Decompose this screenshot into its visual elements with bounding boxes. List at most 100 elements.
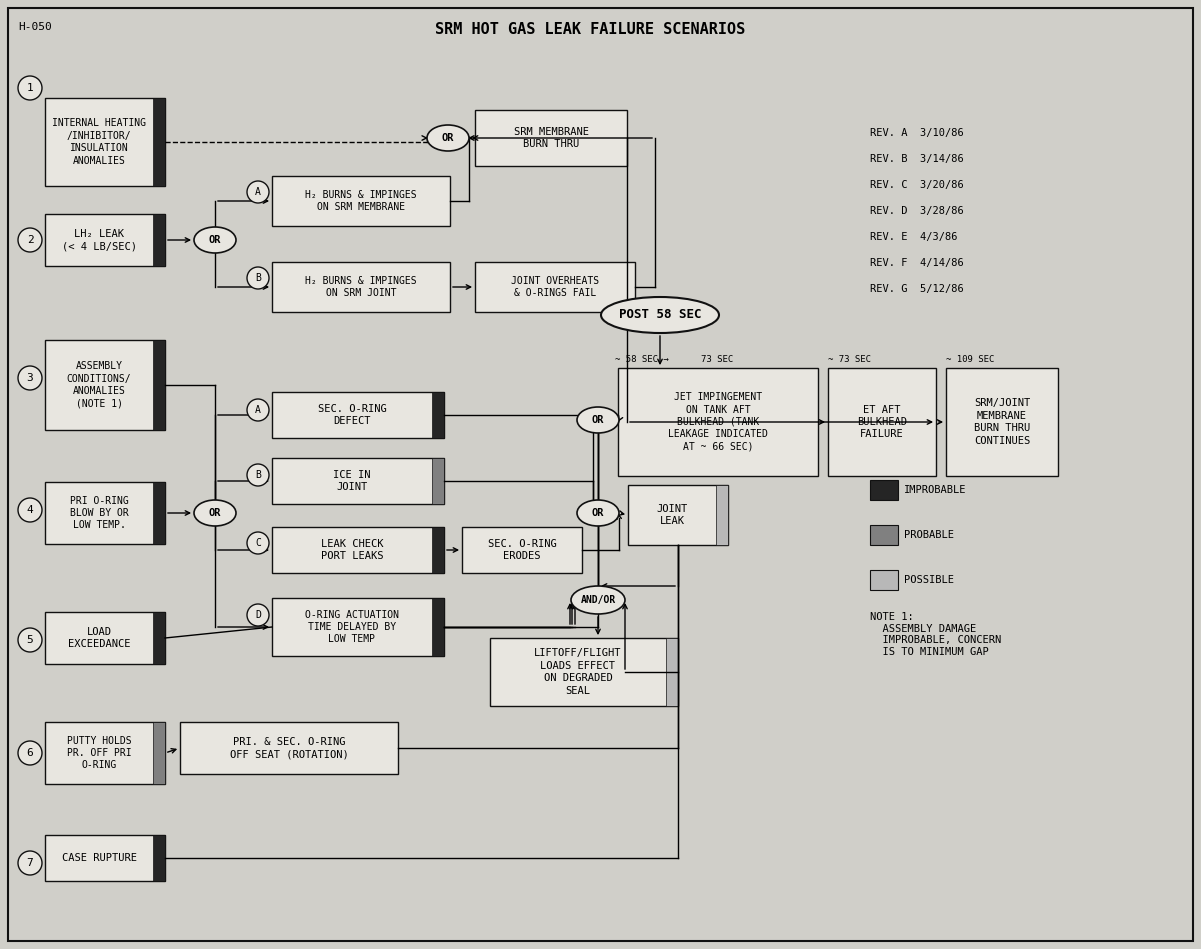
Bar	[44, 722, 165, 784]
Text: PROBABLE: PROBABLE	[904, 530, 954, 540]
Bar	[462, 527, 582, 573]
Bar	[870, 525, 898, 545]
Bar	[619, 368, 818, 476]
Circle shape	[247, 267, 269, 289]
Text: 3: 3	[26, 373, 34, 383]
Bar	[716, 485, 728, 545]
Bar	[153, 482, 165, 544]
Bar	[490, 638, 679, 706]
Bar	[476, 110, 627, 166]
Bar	[44, 482, 165, 544]
Bar	[153, 98, 165, 186]
Text: JOINT
LEAK: JOINT LEAK	[657, 504, 688, 526]
Text: REV. G  5/12/86: REV. G 5/12/86	[870, 284, 963, 294]
Text: POST 58 SEC: POST 58 SEC	[619, 308, 701, 322]
Bar	[44, 98, 165, 186]
Bar	[153, 340, 165, 430]
Text: REV. B  3/14/86: REV. B 3/14/86	[870, 154, 963, 164]
Circle shape	[247, 532, 269, 554]
Ellipse shape	[576, 500, 619, 526]
Bar	[153, 612, 165, 664]
Text: SEC. O-RING
ERODES: SEC. O-RING ERODES	[488, 539, 556, 561]
Text: LEAK CHECK
PORT LEAKS: LEAK CHECK PORT LEAKS	[321, 539, 383, 561]
Circle shape	[18, 366, 42, 390]
Bar	[271, 262, 450, 312]
Text: LIFTOFF/FLIGHT
LOADS EFFECT
ON DEGRADED
SEAL: LIFTOFF/FLIGHT LOADS EFFECT ON DEGRADED …	[534, 648, 622, 696]
Bar	[44, 612, 165, 664]
Bar	[870, 570, 898, 590]
Bar	[271, 527, 444, 573]
Text: REV. A  3/10/86: REV. A 3/10/86	[870, 128, 963, 138]
Text: A: A	[255, 187, 261, 197]
Bar	[153, 835, 165, 881]
Bar	[271, 598, 444, 656]
Bar	[153, 214, 165, 266]
Text: JET IMPINGEMENT
ON TANK AFT
BULKHEAD (TANK
LEAKAGE INDICATED
AT ~ 66 SEC): JET IMPINGEMENT ON TANK AFT BULKHEAD (TA…	[668, 392, 767, 452]
Text: PRI. & SEC. O-RING
OFF SEAT (ROTATION): PRI. & SEC. O-RING OFF SEAT (ROTATION)	[229, 736, 348, 759]
Text: 7: 7	[26, 858, 34, 868]
Circle shape	[18, 498, 42, 522]
Text: B: B	[255, 470, 261, 480]
Text: REV. D  3/28/86: REV. D 3/28/86	[870, 206, 963, 216]
Bar	[180, 722, 398, 774]
Circle shape	[247, 604, 269, 626]
Text: REV. F  4/14/86: REV. F 4/14/86	[870, 258, 963, 268]
Ellipse shape	[195, 227, 237, 253]
Text: D: D	[255, 610, 261, 620]
Text: O-RING ACTUATION
TIME DELAYED BY
LOW TEMP: O-RING ACTUATION TIME DELAYED BY LOW TEM…	[305, 609, 399, 644]
Circle shape	[247, 399, 269, 421]
Circle shape	[18, 76, 42, 100]
Circle shape	[247, 464, 269, 486]
Text: PRI O-RING
BLOW BY OR
LOW TEMP.: PRI O-RING BLOW BY OR LOW TEMP.	[70, 495, 129, 530]
Text: B: B	[255, 273, 261, 283]
Bar	[271, 392, 444, 438]
Text: SEC. O-RING
DEFECT: SEC. O-RING DEFECT	[317, 404, 387, 426]
Text: JOINT OVERHEATS
& O-RINGS FAIL: JOINT OVERHEATS & O-RINGS FAIL	[510, 276, 599, 298]
Bar	[271, 176, 450, 226]
Text: OR: OR	[209, 508, 221, 518]
Text: 6: 6	[26, 748, 34, 758]
Bar	[44, 835, 165, 881]
Text: SRM/JOINT
MEMBRANE
BURN THRU
CONTINUES: SRM/JOINT MEMBRANE BURN THRU CONTINUES	[974, 399, 1030, 446]
Text: A: A	[255, 405, 261, 415]
Text: 4: 4	[26, 505, 34, 515]
Text: NOTE 1:
  ASSEMBLY DAMAGE
  IMPROBABLE, CONCERN
  IS TO MINIMUM GAP: NOTE 1: ASSEMBLY DAMAGE IMPROBABLE, CONC…	[870, 612, 1002, 657]
Ellipse shape	[576, 407, 619, 433]
Text: AND/OR: AND/OR	[580, 595, 616, 605]
Circle shape	[247, 181, 269, 203]
Circle shape	[18, 628, 42, 652]
Text: ICE IN
JOINT: ICE IN JOINT	[333, 470, 371, 493]
Text: POSSIBLE: POSSIBLE	[904, 575, 954, 585]
Text: LOAD
EXCEEDANCE: LOAD EXCEEDANCE	[67, 626, 130, 649]
Bar	[432, 527, 444, 573]
Text: ~ 109 SEC: ~ 109 SEC	[946, 355, 994, 364]
Text: ASSEMBLY
CONDITIONS/
ANOMALIES
(NOTE 1): ASSEMBLY CONDITIONS/ ANOMALIES (NOTE 1)	[67, 362, 131, 409]
Text: INTERNAL HEATING
/INHIBITOR/
INSULATION
ANOMALIES: INTERNAL HEATING /INHIBITOR/ INSULATION …	[52, 119, 147, 165]
Text: OR: OR	[592, 508, 604, 518]
Text: SRM HOT GAS LEAK FAILURE SCENARIOS: SRM HOT GAS LEAK FAILURE SCENARIOS	[435, 22, 745, 37]
Bar	[44, 214, 165, 266]
Bar	[432, 598, 444, 656]
Bar	[271, 458, 444, 504]
Text: SRM MEMBRANE
BURN THRU: SRM MEMBRANE BURN THRU	[514, 127, 588, 149]
Text: H-050: H-050	[18, 22, 52, 32]
Circle shape	[18, 851, 42, 875]
Bar	[476, 262, 635, 312]
Text: OR: OR	[209, 235, 221, 245]
Bar	[946, 368, 1058, 476]
Text: LH₂ LEAK
(< 4 LB/SEC): LH₂ LEAK (< 4 LB/SEC)	[61, 229, 137, 251]
Text: IMPROBABLE: IMPROBABLE	[904, 485, 967, 495]
Text: PUTTY HOLDS
PR. OFF PRI
O-RING: PUTTY HOLDS PR. OFF PRI O-RING	[67, 735, 131, 771]
Ellipse shape	[600, 297, 719, 333]
Ellipse shape	[570, 586, 625, 614]
Text: H₂ BURNS & IMPINGES
ON SRM JOINT: H₂ BURNS & IMPINGES ON SRM JOINT	[305, 276, 417, 298]
Bar	[44, 340, 165, 430]
Text: CASE RUPTURE: CASE RUPTURE	[61, 853, 137, 863]
Bar	[432, 458, 444, 504]
Text: REV. C  3/20/86: REV. C 3/20/86	[870, 180, 963, 190]
Bar	[827, 368, 936, 476]
Text: 2: 2	[26, 235, 34, 245]
Text: ~ 58 SEC →      73 SEC: ~ 58 SEC → 73 SEC	[615, 355, 734, 364]
Circle shape	[18, 228, 42, 252]
Circle shape	[18, 741, 42, 765]
